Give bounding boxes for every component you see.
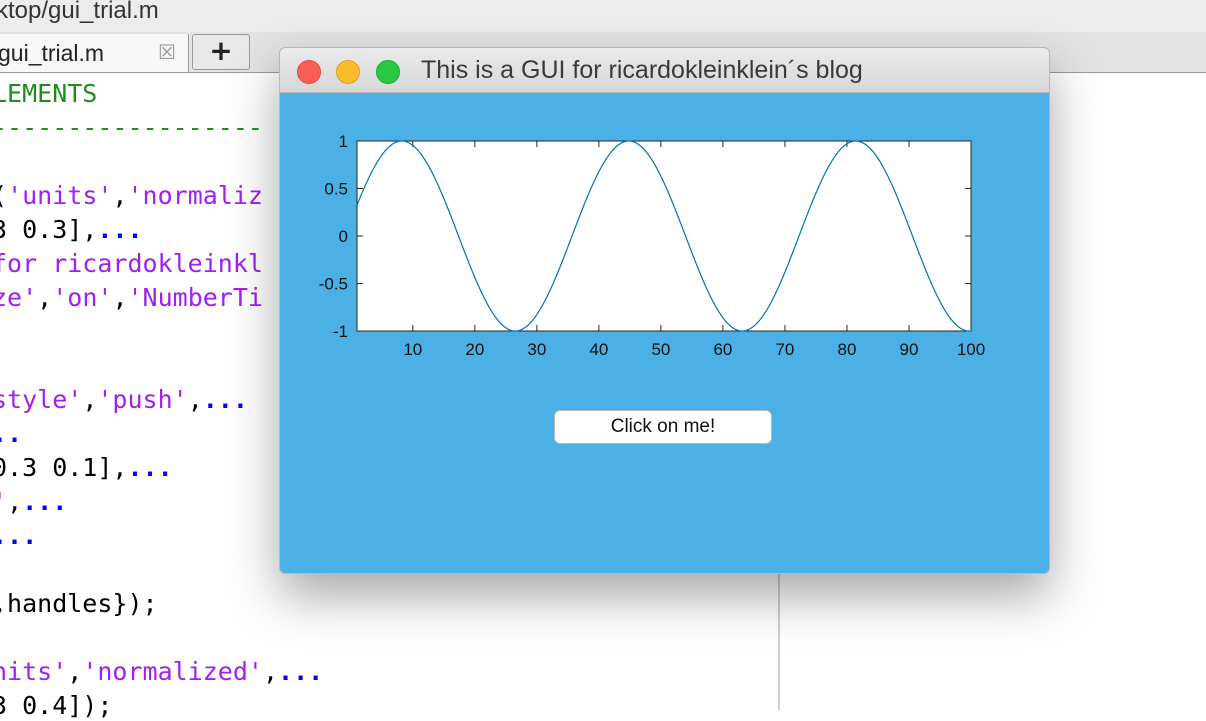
x-tick-label: 40: [589, 340, 608, 359]
code-token: ...: [278, 657, 324, 686]
code-token: LEMENTS: [0, 79, 98, 108]
code-token: 0.3 0.1],: [0, 453, 128, 482]
code-token: 3 0.4]);: [0, 691, 113, 720]
editor-title-bar: ktop/gui_trial.m: [0, 0, 1206, 32]
code-line: ------------------: [0, 113, 263, 143]
code-token: ------------------: [0, 113, 263, 142]
x-tick-label: 60: [713, 340, 732, 359]
code-token: ...: [127, 453, 173, 482]
code-token: ,: [112, 181, 128, 210]
close-icon[interactable]: ☒: [158, 42, 176, 64]
tab-gui-trial[interactable]: gui_trial.m ☒: [0, 34, 189, 72]
code-token: ,: [187, 385, 203, 414]
code-token: ,: [262, 657, 279, 686]
x-tick-label: 90: [900, 340, 919, 359]
code-line: ('units','normaliz: [0, 181, 263, 211]
add-tab-button[interactable]: +: [192, 34, 250, 70]
code-token: ...: [0, 521, 38, 550]
code-line: 3 0.4]);: [0, 691, 112, 721]
y-tick-label: -1: [333, 322, 348, 341]
x-tick-label: 10: [403, 340, 422, 359]
code-line: ..: [0, 419, 22, 449]
code-token: 'on': [52, 283, 113, 312]
code-line: ',...: [0, 487, 67, 517]
code-token: 3 0.3],: [0, 215, 98, 244]
series-line-sine: [356, 140, 972, 332]
figure-window: This is a GUI for ricardokleinklein´s bl…: [279, 47, 1050, 574]
y-tick-label: 0.5: [324, 180, 348, 199]
code-line: ...: [0, 521, 37, 551]
code-line: for ricardokleinkl: [0, 249, 263, 279]
code-line: 3 0.3],...: [0, 215, 143, 245]
x-tick-label: 100: [957, 340, 985, 359]
code-token: ,: [67, 657, 83, 686]
x-tick-label: 30: [527, 340, 546, 359]
code-token: nits': [0, 657, 68, 686]
tab-label: gui_trial.m: [0, 40, 105, 66]
close-window-button[interactable]: [297, 60, 321, 84]
minimize-window-button[interactable]: [336, 60, 360, 84]
code-line: LEMENTS: [0, 79, 97, 109]
code-token: 'normaliz: [127, 181, 263, 210]
code-line: ,handles});: [0, 589, 158, 619]
code-token: 'push': [97, 385, 188, 414]
code-line: ze','on','NumberTi: [0, 283, 263, 313]
code-token: 'normalized': [82, 657, 263, 686]
code-token: 'units': [7, 181, 113, 210]
code-token: ze': [0, 283, 38, 312]
code-token: style': [0, 385, 83, 414]
figure-title: This is a GUI for ricardokleinklein´s bl…: [421, 56, 863, 84]
file-path: ktop/gui_trial.m: [0, 0, 159, 24]
x-tick-label: 50: [651, 340, 670, 359]
y-tick-label: 1: [339, 132, 348, 151]
code-token: ,: [82, 385, 98, 414]
maximize-window-button[interactable]: [376, 60, 400, 84]
tick-group: 10 20 30 40 50 60 70 80 90 100 -1 -0.5 0 0.5 1: [319, 132, 985, 359]
code-token: ...: [202, 385, 248, 414]
axes-plot: 10 20 30 40 50 60 70 80 90 100 -1 -0.5 0 0.5 1: [319, 132, 985, 359]
x-tick-label: 70: [775, 340, 794, 359]
code-token: ': [0, 487, 7, 516]
code-token: ,: [7, 487, 23, 516]
code-token: ...: [97, 215, 143, 244]
code-editor[interactable]: LEMENTS------------------('units','norma…: [0, 73, 778, 720]
code-token: ,handles});: [0, 589, 158, 618]
code-line: style','push',...: [0, 385, 248, 415]
code-token: 'NumberTi: [127, 283, 263, 312]
code-token: ,: [37, 283, 53, 312]
code-token: ..: [0, 419, 23, 448]
code-line: 0.3 0.1],...: [0, 453, 173, 483]
code-token: (: [0, 181, 7, 210]
code-token: for ricardokleinkl: [0, 249, 263, 278]
code-line: nits','normalized',...: [0, 657, 323, 687]
x-tick-label: 80: [837, 340, 856, 359]
code-token: ,: [112, 283, 128, 312]
axes-box: [356, 140, 972, 332]
code-token: ...: [22, 487, 68, 516]
y-tick-label: 0: [339, 227, 348, 246]
click-me-button[interactable]: Click on me!: [554, 410, 772, 444]
figure-title-bar: This is a GUI for ricardokleinklein´s bl…: [280, 48, 1049, 93]
y-tick-label: -0.5: [319, 275, 348, 294]
x-tick-label: 20: [465, 340, 484, 359]
